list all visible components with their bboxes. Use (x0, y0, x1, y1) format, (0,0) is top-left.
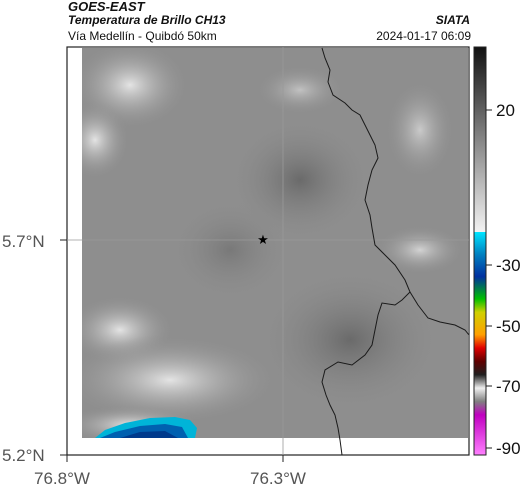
colorbar-tick-label: -30 (496, 256, 521, 275)
colorbar (473, 46, 492, 456)
org-label: SIATA (435, 13, 470, 27)
satellite-image (82, 48, 468, 438)
timestamp: 2024-01-17 06:09 (376, 29, 471, 43)
map-title: Temperatura de Brillo CH13 (68, 13, 226, 27)
star-icon: ★ (257, 232, 269, 247)
map-subtitle: Vía Medellín - Quibdó 50km (68, 29, 217, 43)
colorbar-tick-label: -90 (496, 439, 521, 458)
source-label: GOES-EAST (68, 0, 145, 14)
lon-label-right: 76.3°W (250, 469, 306, 488)
lon-label-left: 76.8°W (34, 469, 90, 488)
border-line (321, 47, 411, 456)
lat-label-top: 5.7°N (2, 232, 45, 251)
colorbar-tick-label: 20 (496, 101, 515, 120)
border-line (409, 291, 470, 336)
colorbar-tick-label: -50 (496, 317, 521, 336)
colorbar-tick-label: -70 (496, 377, 521, 396)
lat-label-bottom: 5.2°N (2, 446, 45, 465)
